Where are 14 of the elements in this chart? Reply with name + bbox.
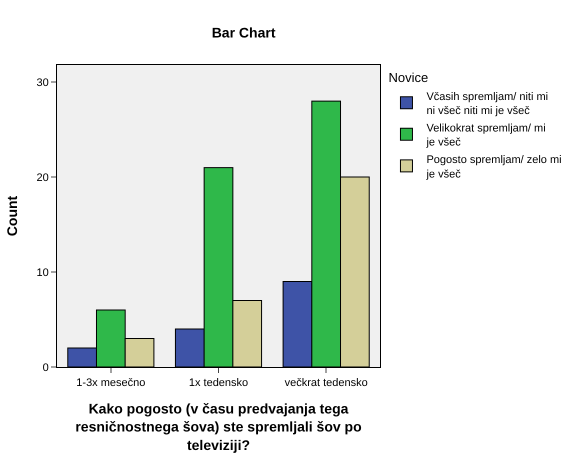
legend-label: Včasih spremljam/ niti mi ni všeč niti mi je všeč bbox=[426, 90, 548, 118]
y-tick-label: 30 bbox=[36, 76, 49, 89]
x-axis-title: Kako pogosto (v času predvajanja tega resničnostnega šova) ste spremljali šov po televiziji? bbox=[75, 400, 362, 453]
x-tick-label: večkrat tedensko bbox=[284, 377, 368, 390]
y-axis-title: Count bbox=[4, 195, 20, 236]
x-tick-label: 1-3x mesečno bbox=[76, 377, 146, 390]
chart-title: Bar Chart bbox=[212, 24, 276, 41]
x-tick-label: 1x tedensko bbox=[188, 377, 248, 390]
y-tick-label: 20 bbox=[36, 172, 49, 184]
legend-label: Pogosto spremljam/ zelo mi je všeč bbox=[425, 154, 562, 180]
y-tick-label: 0 bbox=[42, 362, 49, 374]
y-tick-label: 10 bbox=[36, 266, 49, 279]
legend-label: Velikokrat spremljam/ mi je všeč bbox=[425, 122, 546, 149]
legend-title: Novice bbox=[388, 70, 428, 85]
